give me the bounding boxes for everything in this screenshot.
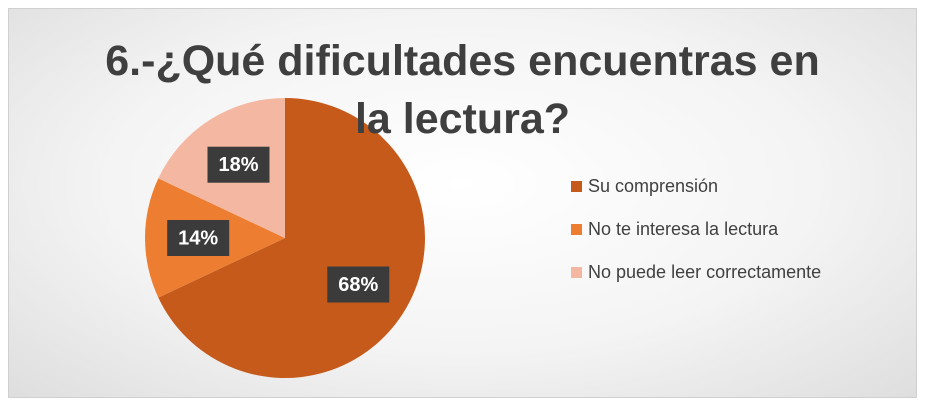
data-label-box [327, 266, 390, 303]
legend-label: No te interesa la lectura [588, 219, 779, 239]
pie-slice [158, 98, 425, 378]
legend-label: No puede leer correctamente [588, 262, 821, 282]
legend-swatch [571, 224, 582, 235]
chart-title: 6.-¿Qué dificultades encuentras en la le… [105, 37, 820, 143]
data-label-box [207, 146, 270, 183]
data-label: 68% [338, 274, 378, 296]
data-label: 18% [218, 154, 258, 176]
legend-swatch [571, 267, 582, 278]
legend-swatch [571, 181, 582, 192]
data-label-box [167, 220, 230, 256]
data-label: 14% [178, 227, 218, 249]
legend-label: Su comprensión [588, 176, 718, 196]
